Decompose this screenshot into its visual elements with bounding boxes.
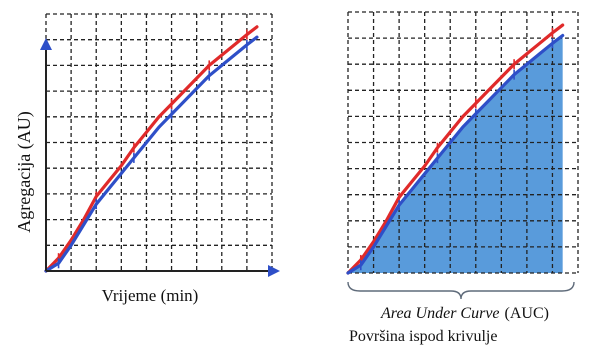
x-axis-label: Vrijeme (min) <box>102 286 199 305</box>
auc-fill <box>348 35 563 273</box>
auc-caption-local: Površina ispod krivulje <box>349 328 497 345</box>
left-line-blue <box>44 35 259 273</box>
right-line-blue <box>346 33 565 275</box>
auc-brace-path <box>347 281 575 300</box>
auc-area <box>348 35 563 273</box>
auc-brace <box>347 281 575 300</box>
left-line-red <box>44 25 259 273</box>
right-line-red <box>346 23 565 275</box>
y-axis-label: Agregacija (AU) <box>14 111 35 232</box>
auc-caption: Area Under Curve (AUC) <box>380 305 549 322</box>
right-chart-series <box>346 23 565 275</box>
left-chart-series <box>44 25 259 273</box>
right-chart-grid <box>347 11 579 274</box>
y-axis-arrow <box>40 38 52 50</box>
x-axis-arrow <box>268 265 280 277</box>
left-chart-axes <box>40 38 280 277</box>
auc-caption-italic: Area Under Curve <box>380 305 500 322</box>
auc-caption-abbr: (AUC) <box>505 305 549 322</box>
